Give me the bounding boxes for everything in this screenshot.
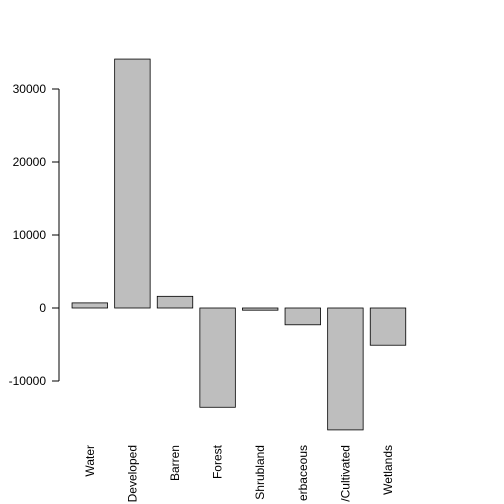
bar <box>242 307 279 311</box>
x-tick-label: erbaceous <box>296 445 310 501</box>
y-tick-label: 20000 <box>13 155 47 169</box>
x-tick-label: /Cultivated <box>338 445 352 502</box>
y-tick-label: 10000 <box>13 228 47 242</box>
y-tick-label: 0 <box>39 301 46 315</box>
bar <box>71 302 108 309</box>
x-tick-label: Developed <box>125 445 139 502</box>
x-tick-label: Water <box>83 445 97 477</box>
x-tick-label: Barren <box>168 445 182 481</box>
y-tick-label: -10000 <box>9 374 47 388</box>
bar <box>327 307 364 431</box>
bar <box>284 307 321 326</box>
x-tick-label: Forest <box>211 444 225 479</box>
bar <box>369 307 407 346</box>
bar <box>156 295 194 309</box>
y-tick-label: 30000 <box>13 82 47 96</box>
x-tick-label: Shrubland <box>253 445 267 500</box>
bar <box>199 307 236 408</box>
bar <box>114 58 151 309</box>
x-tick-label: Wetlands <box>381 445 395 495</box>
